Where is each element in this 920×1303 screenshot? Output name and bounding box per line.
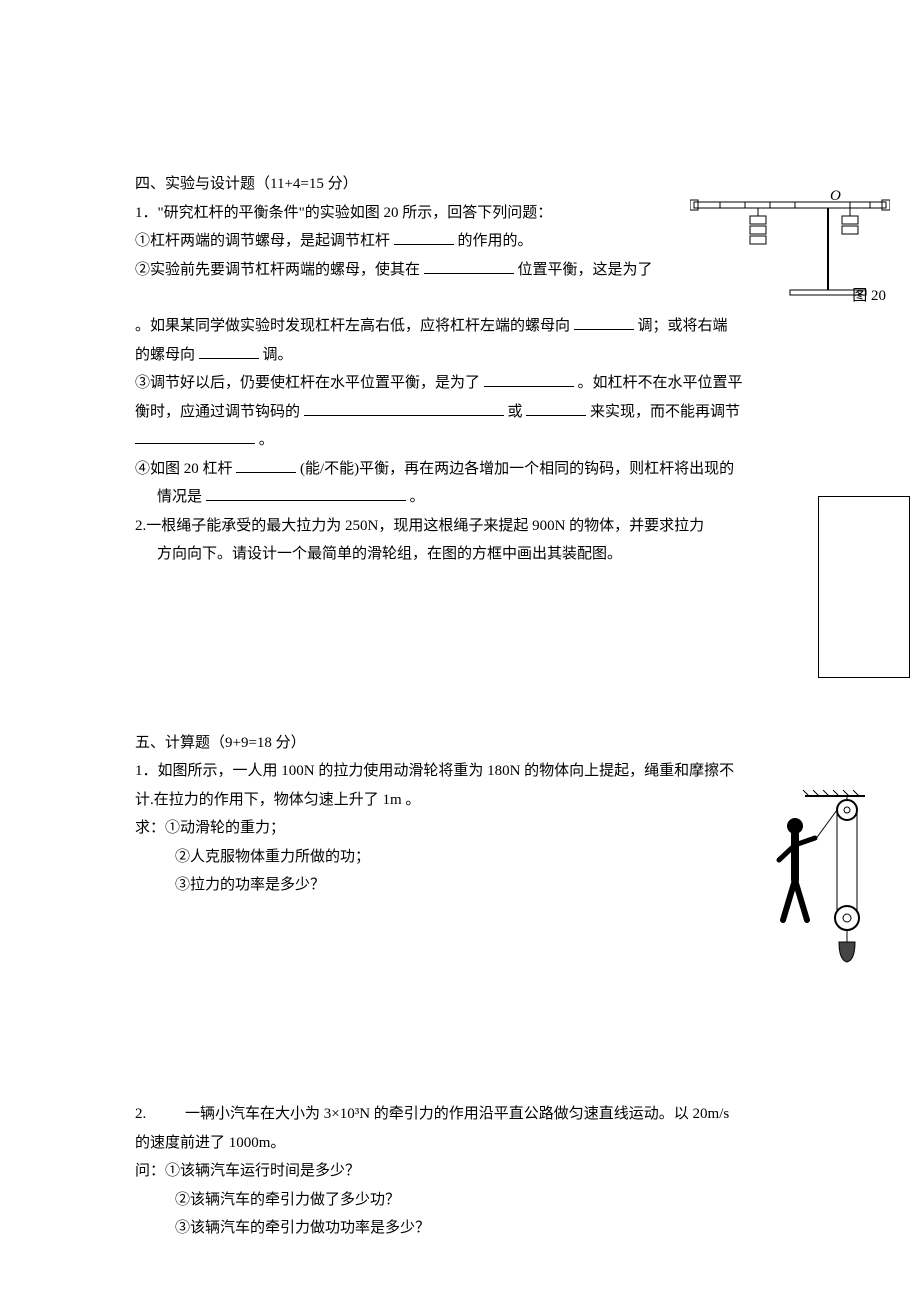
spacer bbox=[135, 669, 865, 729]
text: 或 bbox=[508, 404, 523, 420]
blank bbox=[199, 343, 259, 359]
q5-2-number: 2. bbox=[135, 1100, 185, 1129]
text: (能/不能)平衡，再在两边各增加一个相同的钩码，则杠杆将出现的 bbox=[300, 461, 734, 477]
q5-2-ask1: 问：①该辆汽车运行时间是多少？ bbox=[135, 1157, 865, 1186]
text: 。如杠杆不在水平位置平 bbox=[578, 375, 743, 391]
q5-2-line1: 2. 一辆小汽车在大小为 3×10³N 的牵引力的作用沿平直公路做匀速直线运动。… bbox=[135, 1100, 865, 1129]
page: O 图 20 四、实验与设计题（11+4=15 分） 1．"研究杠杆的平衡条件"… bbox=[0, 0, 920, 1303]
text: 。如果某同学做实验时发现杠杆左高右低，应将杠杆左端的螺母向 bbox=[135, 318, 570, 334]
q5-2-ask3: ③该辆汽车的牵引力做功功率是多少？ bbox=[135, 1214, 865, 1243]
q4-1-sub3-line2: 衡时，应通过调节钩码的 或 来实现，而不能再调节 bbox=[135, 398, 865, 427]
blank bbox=[424, 258, 514, 274]
pulley-person-icon bbox=[765, 790, 865, 990]
figure-20-point-o: O bbox=[830, 182, 841, 211]
q4-2-line2: 方向向下。请设计一个最简单的滑轮组，在图的方框中画出其装配图。 bbox=[135, 540, 865, 569]
text: 的螺母向 bbox=[135, 347, 195, 363]
text: ③调节好以后，仍要使杠杆在水平位置平衡，是为了 bbox=[135, 375, 480, 391]
q4-2-line1: 2.一根绳子能承受的最大拉力为 250N，现用这根绳子来提起 900N 的物体，… bbox=[135, 512, 865, 541]
blank bbox=[304, 400, 504, 416]
text: 位置平衡，这是为了 bbox=[518, 262, 653, 278]
section-5-title: 五、计算题（9+9=18 分） bbox=[135, 729, 865, 758]
figure-20: O 图 20 bbox=[690, 186, 890, 326]
q4-1-sub3-line1: ③调节好以后，仍要使杠杆在水平位置平衡，是为了 。如杠杆不在水平位置平 bbox=[135, 369, 865, 398]
q4-1-sub2-line3: 的螺母向 调。 bbox=[135, 341, 865, 370]
text: ①杠杆两端的调节螺母，是起调节杠杆 bbox=[135, 233, 390, 249]
blank bbox=[574, 314, 634, 330]
blank bbox=[135, 428, 255, 444]
q5-1-ask2: ②人克服物体重力所做的功； bbox=[135, 843, 865, 872]
figure-20-caption: 图 20 bbox=[852, 282, 886, 311]
text: 衡时，应通过调节钩码的 bbox=[135, 404, 300, 420]
text: ④如图 20 杠杆 bbox=[135, 461, 233, 477]
text: 的作用的。 bbox=[458, 233, 533, 249]
text: 一辆小汽车在大小为 3×10³N 的牵引力的作用沿平直公路做匀速直线运动。以 2… bbox=[185, 1100, 729, 1129]
q5-2-ask2: ②该辆汽车的牵引力做了多少功？ bbox=[135, 1186, 865, 1215]
blank bbox=[484, 371, 574, 387]
text: 情况是 bbox=[157, 489, 202, 505]
q4-1-sub4-line2: 情况是 。 bbox=[135, 483, 865, 512]
text: 调。 bbox=[263, 347, 293, 363]
q5-1-ask1: 求：①动滑轮的重力； bbox=[135, 814, 865, 843]
spacer bbox=[135, 1000, 865, 1100]
blank bbox=[526, 400, 586, 416]
q5-1-line1: 1．如图所示，一人用 100N 的拉力使用动滑轮将重为 180N 的物体向上提起… bbox=[135, 757, 865, 786]
q5-1-line2: 计.在拉力的作用下，物体匀速上升了 1m 。 bbox=[135, 786, 865, 815]
pulley-design-box bbox=[818, 496, 910, 678]
q4-1-sub3-line3: 。 bbox=[135, 426, 865, 455]
figure-pulley bbox=[765, 790, 865, 1001]
text: 来实现，而不能再调节 bbox=[590, 404, 740, 420]
text: ②实验前先要调节杠杆两端的螺母，使其在 bbox=[135, 262, 420, 278]
blank bbox=[206, 485, 406, 501]
q4-1-sub4-line1: ④如图 20 杠杆 (能/不能)平衡，再在两边各增加一个相同的钩码，则杠杆将出现… bbox=[135, 455, 865, 484]
q5-1-ask3: ③拉力的功率是多少？ bbox=[135, 871, 865, 900]
blank bbox=[394, 229, 454, 245]
q5-2-line2: 的速度前进了 1000m。 bbox=[135, 1129, 865, 1158]
text: 。 bbox=[259, 432, 274, 448]
blank bbox=[236, 457, 296, 473]
text: 。 bbox=[410, 489, 425, 505]
spacer bbox=[135, 569, 865, 669]
